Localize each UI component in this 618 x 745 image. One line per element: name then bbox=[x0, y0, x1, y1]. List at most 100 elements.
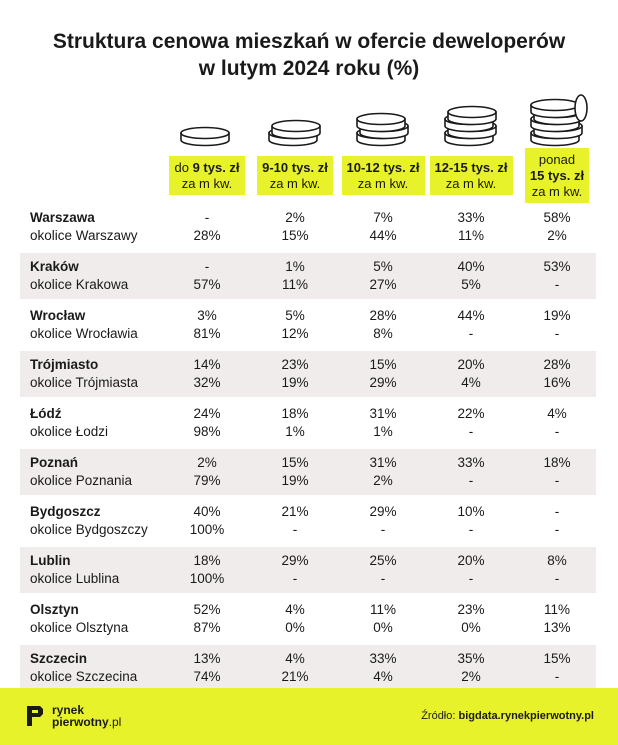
column-header-line1: 10-12 tys. zł bbox=[347, 160, 420, 176]
city-value: 19% bbox=[543, 308, 571, 323]
column-header-unit: za m kw. bbox=[269, 175, 321, 191]
suburb-name: okolice Warszawy bbox=[30, 228, 138, 243]
row-label: Wrocław okolice Wrocławia bbox=[30, 307, 138, 343]
suburb-value: 0% bbox=[373, 620, 393, 635]
coin-stack-cell bbox=[343, 86, 423, 148]
value-cell: 11% 0% bbox=[353, 601, 413, 637]
title-line-1: Struktura cenowa mieszkań w ofercie dewe… bbox=[52, 30, 566, 53]
city-name: Łódź bbox=[30, 406, 62, 421]
column-header-line1: ponad bbox=[538, 151, 576, 167]
column-header-line1: 9-10 tys. zł bbox=[262, 160, 328, 176]
value-cell: 11% 13% bbox=[527, 601, 587, 637]
column-header-unit: za m kw. bbox=[181, 175, 233, 191]
suburb-name: okolice Trójmiasta bbox=[30, 375, 139, 390]
row-label: Lublin okolice Lublina bbox=[30, 552, 119, 588]
value-cell: 20% - bbox=[441, 552, 501, 588]
city-value: 15% bbox=[543, 651, 571, 666]
value-cell: - 28% bbox=[177, 209, 237, 245]
city-value: 22% bbox=[457, 406, 485, 421]
value-cell: 52% 87% bbox=[177, 601, 237, 637]
table-row: Trójmiasto okolice Trójmiasta 14% 32% 23% 19%… bbox=[20, 351, 596, 397]
city-name: Trójmiasto bbox=[30, 357, 99, 372]
city-value: 7% bbox=[373, 210, 393, 225]
suburb-value: 13% bbox=[543, 620, 571, 635]
city-value: - bbox=[204, 210, 210, 225]
coin-stack-4-icon bbox=[444, 105, 497, 147]
value-cell: 25% - bbox=[353, 552, 413, 588]
city-value: 11% bbox=[369, 602, 397, 617]
city-value: 52% bbox=[193, 602, 221, 617]
coin-stack-5-icon bbox=[530, 94, 588, 147]
column-header-label: 10-12 tys. zł za m kw. bbox=[341, 155, 425, 195]
brand-logo: rynek pierwotny.pl bbox=[24, 702, 121, 730]
city-value: 18% bbox=[193, 553, 221, 568]
suburb-value: 79% bbox=[193, 473, 221, 488]
column-header-line1: 12-15 tys. zł bbox=[435, 160, 508, 176]
suburb-name: okolice Wrocławia bbox=[30, 326, 138, 341]
suburb-name: okolice Poznania bbox=[30, 473, 133, 488]
suburb-value: - bbox=[554, 473, 560, 488]
value-cell: 18% - bbox=[527, 454, 587, 490]
city-value: 31% bbox=[369, 406, 397, 421]
city-value: 28% bbox=[543, 357, 571, 372]
source-value: bigdata.rynekpierwotny.pl bbox=[458, 710, 595, 722]
row-label: Łódź okolice Łodzi bbox=[30, 405, 108, 441]
suburb-value: 74% bbox=[193, 669, 221, 684]
value-cell: 21% - bbox=[265, 503, 325, 539]
value-cell: 28% 16% bbox=[527, 356, 587, 392]
suburb-value: - bbox=[554, 326, 560, 341]
value-cell: -- bbox=[527, 503, 587, 539]
suburb-value: 32% bbox=[193, 375, 221, 390]
column-header-prefix: do bbox=[174, 159, 189, 175]
city-value: 33% bbox=[457, 210, 485, 225]
suburb-name: okolice Szczecina bbox=[30, 669, 138, 684]
value-cell: 23% 19% bbox=[265, 356, 325, 392]
row-label: Warszawa okolice Warszawy bbox=[30, 209, 138, 245]
row-label: Szczecin okolice Szczecina bbox=[30, 650, 137, 686]
city-value: 18% bbox=[281, 406, 309, 421]
value-cell: 5% 12% bbox=[265, 307, 325, 343]
value-cell: 33% 4% bbox=[353, 650, 413, 686]
value-cell: 4% - bbox=[527, 405, 587, 441]
coin-stack-cell bbox=[431, 86, 511, 148]
column-header-range: 10-12 tys. zł bbox=[346, 159, 420, 175]
row-label: Olsztyn okolice Olsztyna bbox=[30, 601, 128, 637]
column-header: 10-12 tys. zł za m kw. bbox=[340, 152, 426, 198]
suburb-value: - bbox=[292, 522, 298, 537]
value-cell: 2% 79% bbox=[177, 454, 237, 490]
city-value: 14% bbox=[193, 357, 221, 372]
suburb-value: 0% bbox=[461, 620, 481, 635]
logo-line-2: pierwotny bbox=[52, 715, 109, 729]
city-value: 11% bbox=[543, 602, 571, 617]
column-header-line1: do 9 tys. zł bbox=[174, 160, 239, 176]
suburb-value: 5% bbox=[461, 277, 481, 292]
city-value: 40% bbox=[457, 259, 485, 274]
row-label: Poznań okolice Poznania bbox=[30, 454, 132, 490]
suburb-name: okolice Łodzi bbox=[30, 424, 109, 439]
city-value: 1% bbox=[285, 259, 305, 274]
suburb-value: 4% bbox=[461, 375, 481, 390]
city-name: Bydgoszcz bbox=[30, 504, 101, 519]
value-cell: 15% - bbox=[527, 650, 587, 686]
row-label: Bydgoszcz okolice Bydgoszczy bbox=[30, 503, 148, 539]
value-cell: - 57% bbox=[177, 258, 237, 294]
city-value: 15% bbox=[281, 455, 309, 470]
suburb-value: 2% bbox=[461, 669, 481, 684]
suburb-value: 16% bbox=[543, 375, 571, 390]
suburb-value: 2% bbox=[373, 473, 393, 488]
value-cell: 40% 100% bbox=[177, 503, 237, 539]
city-value: 2% bbox=[285, 210, 305, 225]
value-cell: 29% - bbox=[265, 552, 325, 588]
suburb-value: 27% bbox=[369, 277, 397, 292]
coin-stack-cell bbox=[517, 86, 597, 148]
city-name: Wrocław bbox=[30, 308, 86, 323]
value-cell: 44% - bbox=[441, 307, 501, 343]
suburb-value: 4% bbox=[373, 669, 393, 684]
suburb-value: 21% bbox=[281, 669, 309, 684]
city-value: 23% bbox=[457, 602, 485, 617]
value-cell: 5% 27% bbox=[353, 258, 413, 294]
value-cell: 15% 29% bbox=[353, 356, 413, 392]
city-value: 20% bbox=[457, 553, 485, 568]
city-value: 33% bbox=[369, 651, 397, 666]
suburb-value: - bbox=[468, 424, 474, 439]
